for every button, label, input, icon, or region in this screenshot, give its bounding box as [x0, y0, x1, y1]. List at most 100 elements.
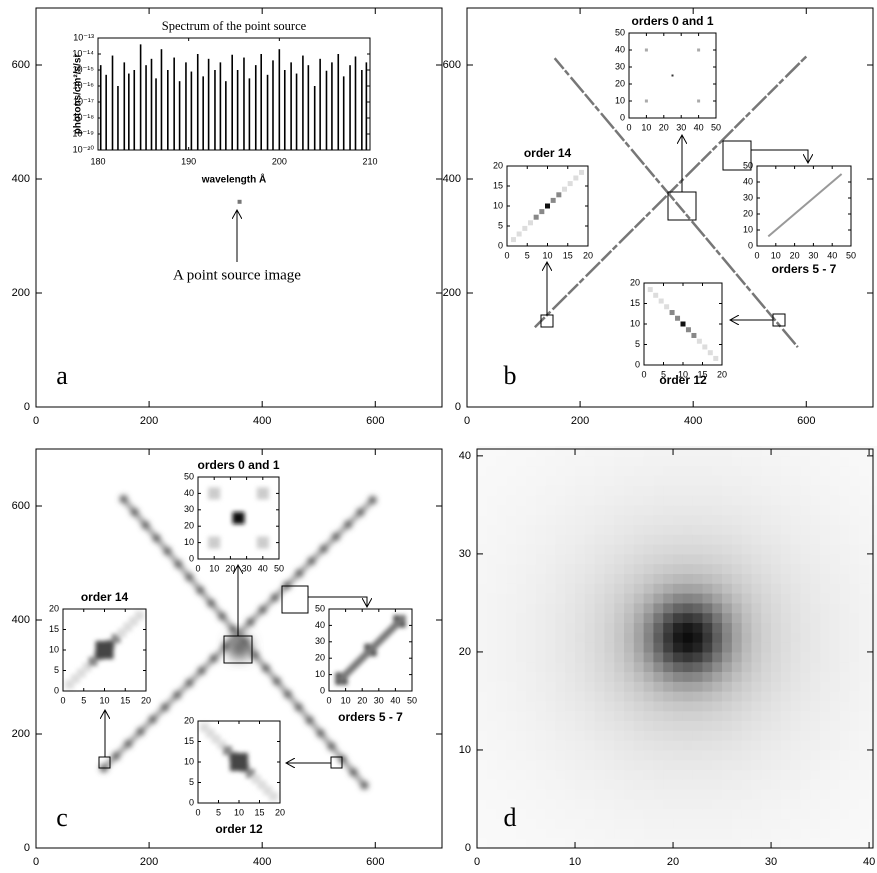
pixel	[780, 583, 792, 594]
pixel	[780, 485, 792, 496]
pixel	[682, 730, 694, 741]
pixel	[496, 769, 507, 780]
pixel	[859, 495, 870, 506]
pixel	[604, 583, 615, 594]
y-tick-label: 30	[184, 504, 194, 514]
pixel	[647, 287, 653, 293]
y-axis-label: photons/cm²/s/sr	[73, 54, 84, 135]
pixel	[506, 534, 517, 545]
x-tick-label: 0	[464, 415, 470, 427]
pixel	[477, 504, 488, 516]
pixel	[859, 671, 870, 682]
pixel	[820, 661, 831, 673]
pixel	[516, 661, 527, 673]
y-tick-label: 10	[459, 744, 471, 756]
pixel	[510, 237, 516, 243]
pixel	[535, 700, 547, 712]
pixel	[624, 602, 635, 614]
pixel	[761, 681, 772, 692]
x-tick-label: 0	[754, 250, 759, 260]
pixel	[604, 651, 615, 663]
pixel	[741, 642, 752, 653]
pixel	[790, 622, 801, 633]
pixel	[800, 691, 811, 702]
pixel	[741, 681, 752, 692]
pixel	[516, 808, 527, 820]
pixel	[761, 446, 772, 457]
x-tick-label: 0	[641, 369, 646, 379]
pixel	[682, 573, 694, 584]
pixel	[849, 661, 860, 673]
pixel	[594, 602, 605, 614]
pixel	[565, 808, 576, 820]
pixel	[800, 661, 811, 673]
pixel	[575, 828, 586, 839]
pixel	[506, 544, 517, 555]
pixel	[731, 485, 743, 496]
pixel	[633, 495, 645, 506]
pixel	[790, 651, 801, 663]
pixel	[477, 710, 488, 722]
pixel	[516, 544, 527, 555]
pixel	[790, 730, 801, 741]
pixel	[516, 475, 527, 486]
order-spot	[148, 715, 157, 724]
panel-label: d	[504, 803, 517, 832]
pixel	[573, 175, 579, 181]
pixel	[604, 838, 615, 849]
pixel	[516, 602, 527, 614]
pixel	[790, 485, 801, 496]
pixel	[653, 292, 659, 298]
x-tick-label: 200	[272, 156, 287, 166]
pixel	[829, 740, 841, 751]
pixel	[810, 446, 821, 457]
y-tick-label: 200	[443, 287, 461, 299]
x-tick-label: 600	[366, 856, 384, 868]
pixel	[594, 700, 605, 712]
source-box	[722, 140, 752, 171]
pixel	[477, 622, 488, 633]
pixel	[790, 798, 801, 810]
pixel	[584, 563, 596, 575]
pixel	[575, 446, 586, 457]
pixel	[663, 553, 674, 565]
pixel	[663, 514, 674, 525]
dispersion-line	[553, 57, 799, 348]
pixel	[829, 622, 841, 633]
pixel	[526, 789, 537, 800]
pixel	[545, 544, 556, 555]
pixel	[790, 632, 801, 643]
pixel	[535, 612, 547, 624]
pixel	[810, 504, 821, 516]
pixel	[545, 446, 556, 457]
pixel	[839, 789, 850, 800]
pixel	[604, 642, 615, 653]
pixel	[859, 838, 870, 849]
x-tick-label: 0	[195, 563, 200, 573]
y-tick-label: 0	[620, 112, 625, 122]
pixel	[682, 632, 694, 643]
pixel	[741, 446, 752, 457]
pixel	[675, 315, 681, 321]
pixel	[575, 740, 586, 751]
pixel	[712, 563, 723, 575]
pixel	[761, 553, 772, 565]
pixel	[535, 720, 547, 731]
pixel	[692, 808, 703, 820]
pixel	[800, 818, 811, 829]
pixel	[731, 622, 743, 633]
pixel	[673, 828, 684, 839]
pixel	[477, 553, 488, 565]
pixel	[780, 514, 792, 525]
pixel	[594, 553, 605, 565]
pixel	[535, 808, 547, 820]
pixel	[486, 838, 498, 849]
pixel	[594, 446, 605, 457]
pixel	[624, 465, 635, 476]
pixel	[702, 700, 713, 712]
pixel	[643, 583, 654, 594]
pixel	[516, 231, 522, 237]
pixel	[633, 798, 645, 810]
pixel	[624, 691, 635, 702]
pixel	[663, 544, 674, 555]
